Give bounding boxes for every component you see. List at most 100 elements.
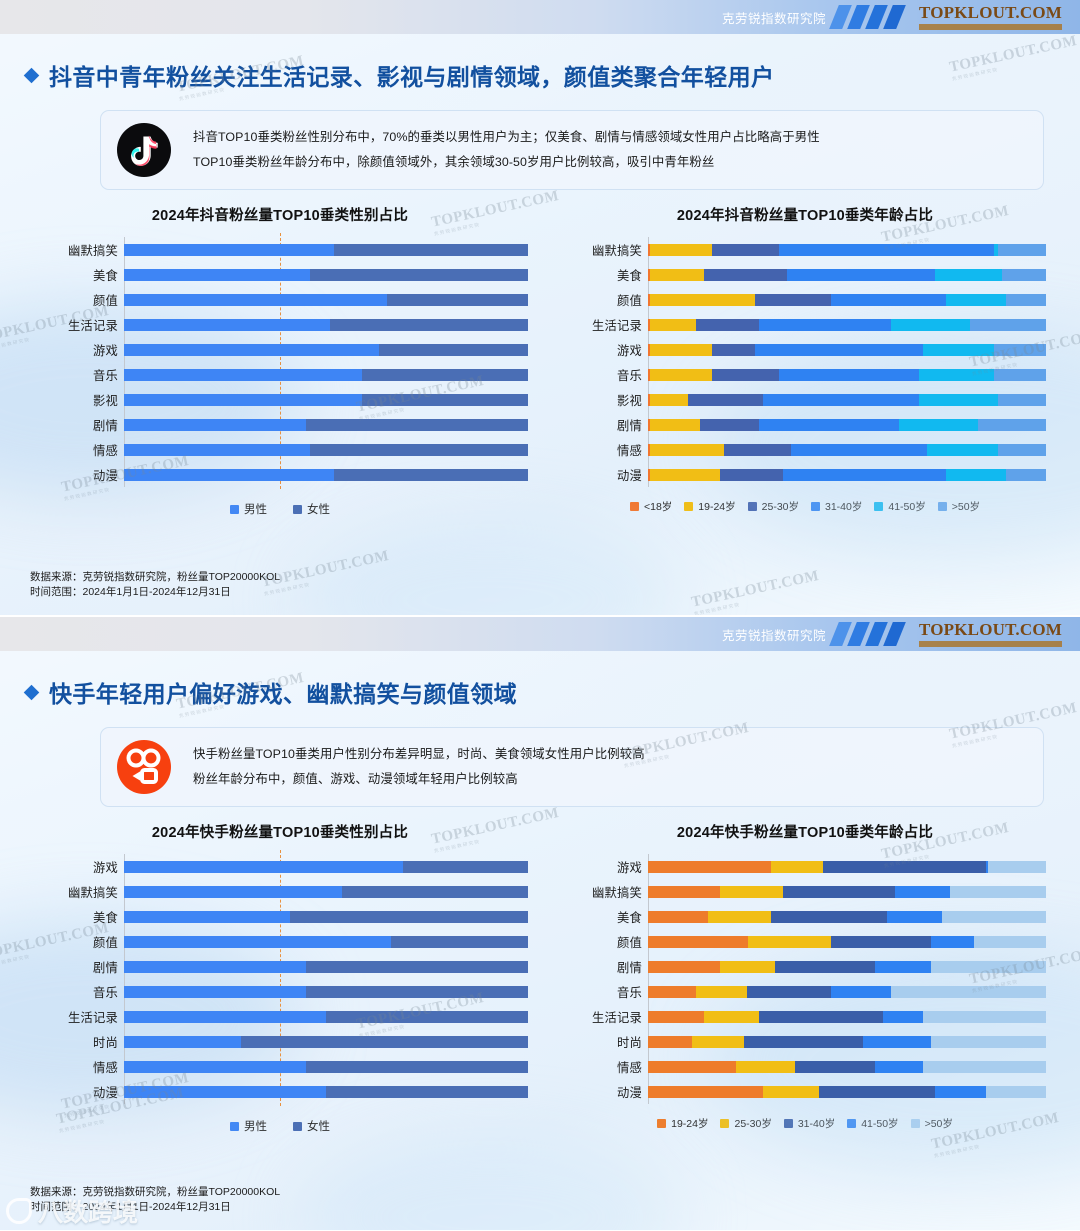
y-axis (124, 237, 125, 487)
top-brand-bar: 克劳锐指数研究院 TOPKLOUT.COM (0, 617, 1080, 651)
legend-item-41-50岁[interactable]: 41-50岁 (874, 499, 926, 514)
legend-swatch-icon (720, 1119, 730, 1128)
bar-row: 幽默搞笑 (68, 237, 528, 262)
legend-item-男性[interactable]: 男性 (230, 1118, 267, 1134)
bar-segment-25-30岁 (755, 293, 832, 306)
bar-segment-女性 (289, 910, 528, 923)
logo-underline (919, 24, 1062, 30)
chart-title: 2024年快手粉丝量TOP10垂类性别占比 (151, 825, 409, 841)
bar-row-label: 生活记录 (68, 1010, 118, 1025)
bar-segment-<18岁 (648, 368, 650, 381)
bar-segment-19-24岁 (648, 885, 720, 898)
stacked-bar (124, 885, 528, 898)
bar-segment-41-50岁 (862, 1035, 931, 1048)
bar-segment-女性 (305, 418, 528, 431)
legend-item-19-24岁[interactable]: 19-24岁 (684, 499, 736, 514)
legend-item-41-50岁[interactable]: 41-50岁 (847, 1116, 899, 1131)
charts-row-douyin: 2024年抖音粉丝量TOP10垂类性别占比 幽默搞笑 美食 颜值 生活记录 游戏 音乐 影视… (0, 204, 1080, 517)
bar-segment-<18岁 (648, 268, 650, 281)
bar-row: 剧情 (93, 954, 528, 979)
bar-row-label: 幽默搞笑 (592, 885, 642, 900)
legend-item-<18岁[interactable]: <18岁 (629, 499, 672, 514)
legend-item-25-30岁[interactable]: 25-30岁 (747, 499, 799, 514)
stacked-bar (648, 343, 1046, 356)
bar-segment-男性 (124, 243, 335, 256)
topklout-logo: TOPKLOUT.COM (919, 621, 1062, 647)
legend-item-31-40岁[interactable]: 31-40岁 (783, 1116, 835, 1131)
bar-row-label: 剧情 (617, 418, 642, 433)
page-title: 快手年轻用户偏好游戏、幽默搞笑与颜值领域 (49, 681, 517, 707)
stacked-bar (648, 860, 1046, 873)
bar-segment->50岁 (998, 243, 1046, 256)
stacked-bar (648, 293, 1046, 306)
bar-segment-31-40岁 (779, 368, 919, 381)
stacked-bar (124, 1035, 528, 1048)
decorative-blob (300, 520, 680, 615)
y-axis (124, 854, 125, 1104)
bar-segment-19-24岁 (649, 268, 704, 281)
bar-row: 情感 (93, 437, 528, 462)
legend-label: 男性 (244, 1121, 267, 1133)
legend-label: 25-30岁 (761, 501, 799, 513)
bar-segment->50岁 (922, 1010, 1046, 1023)
legend-swatch-icon (684, 502, 694, 511)
bar-segment-25-30岁 (763, 1085, 820, 1098)
legend-item-19-24岁[interactable]: 19-24岁 (657, 1116, 708, 1131)
summary-line-2: TOP10垂类粉丝年龄分布中，除颜值领域外，其余领域30-50岁用户比例较高，吸… (193, 154, 715, 169)
legend-item-31-40岁[interactable]: 31-40岁 (811, 499, 862, 514)
bar-row-label: 音乐 (93, 985, 118, 1000)
bar-segment-31-40岁 (819, 1085, 935, 1098)
legend-item->50岁[interactable]: >50岁 (910, 1116, 953, 1131)
brand-name-cn: 克劳锐指数研究院 (722, 11, 827, 26)
stacked-bar (648, 960, 1046, 973)
bar-row-label: 颜值 (93, 293, 118, 308)
bar-segment-<18岁 (648, 243, 650, 256)
bar-segment-31-40岁 (759, 318, 891, 331)
bar-segment-男性 (124, 318, 331, 331)
stacked-bar (124, 1085, 528, 1098)
bar-rows: 幽默搞笑 美食 颜值 生活记录 游戏 音乐 影视 剧情 情感 动漫 (592, 237, 1046, 487)
legend-item-女性[interactable]: 女性 (293, 501, 330, 517)
bar-row: 动漫 (617, 1079, 1046, 1104)
bar-row-label: 影视 (617, 393, 642, 408)
chart-douyin-age: 2024年抖音粉丝量TOP10垂类年龄占比 幽默搞笑 美食 颜值 生活记录 游戏 音乐 影视… (540, 204, 1060, 517)
stripes-decoration (829, 5, 906, 29)
stacked-bar (124, 268, 528, 281)
legend-item-25-30岁[interactable]: 25-30岁 (720, 1116, 772, 1131)
bar-row: 情感 (617, 437, 1046, 462)
chart-title: 2024年快手粉丝量TOP10垂类年龄占比 (676, 825, 934, 841)
bar-row: 音乐 (617, 362, 1046, 387)
page-title: 抖音中青年粉丝关注生活记录、影视与剧情领域，颜值类聚合年轻用户 (49, 64, 775, 90)
stacked-bar (124, 910, 528, 923)
bar-segment-女性 (342, 885, 528, 898)
stacked-bar (124, 443, 528, 456)
y-axis (648, 237, 649, 487)
bar-segment-25-30岁 (691, 1035, 744, 1048)
kuaishou-icon (117, 740, 171, 794)
stacked-bar (648, 885, 1046, 898)
bar-segment-<18岁 (648, 393, 650, 406)
bar-segment-男性 (124, 885, 343, 898)
stacked-bar (124, 960, 528, 973)
stacked-bar (124, 860, 528, 873)
bar-segment-19-24岁 (648, 860, 772, 873)
logo-underline (919, 641, 1062, 647)
bar-segment-41-50岁 (922, 343, 995, 356)
legend-label: 女性 (307, 504, 330, 516)
legend-item-男性[interactable]: 男性 (230, 501, 267, 517)
bar-segment-女性 (241, 1035, 528, 1048)
legend-item-女性[interactable]: 女性 (293, 1118, 330, 1134)
bar-segment-<18岁 (648, 343, 650, 356)
bar-row: 颜值 (93, 929, 528, 954)
bar-segment-41-50岁 (874, 1060, 923, 1073)
bar-segment-41-50岁 (994, 243, 999, 256)
bar-segment-女性 (305, 985, 528, 998)
legend-item->50岁[interactable]: >50岁 (937, 499, 980, 514)
bar-row-label: 颜值 (617, 293, 642, 308)
bar-row: 幽默搞笑 (68, 879, 528, 904)
stacked-bar (124, 243, 528, 256)
footnote-kuaishou: 数据来源：克劳锐指数研究院，粉丝量TOP20000KOL 时间范围：2024年1… (30, 1185, 280, 1217)
bar-row: 剧情 (93, 412, 528, 437)
bar-segment-41-50岁 (918, 393, 999, 406)
bar-segment-男性 (124, 985, 306, 998)
